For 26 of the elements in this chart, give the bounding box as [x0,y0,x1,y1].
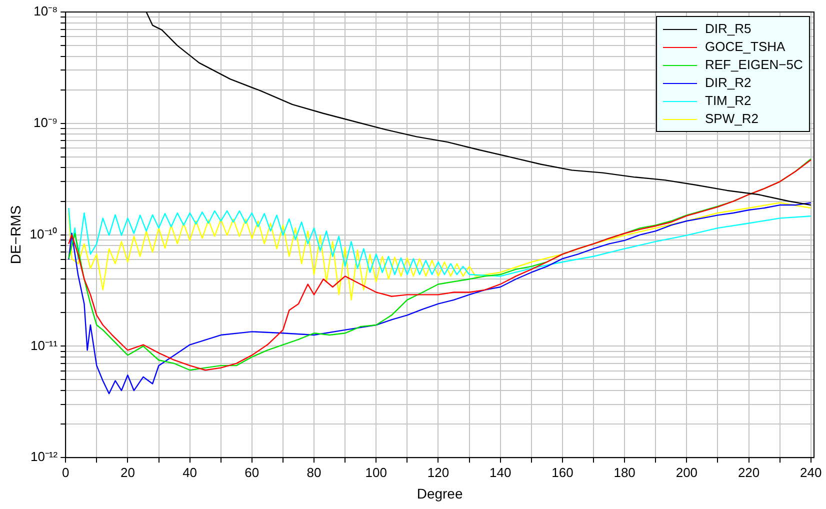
x-tick-label: 80 [306,464,322,480]
y-tick-label: 10⁻¹² [30,449,58,464]
y-tick-label: 10⁻¹¹ [30,338,58,353]
legend-label: DIR_R5 [705,20,752,38]
y-axis-title: DE−RMS [7,205,24,264]
y-tick-label: 10⁻⁹ [34,114,58,130]
x-tick-label: 180 [614,464,636,480]
x-axis-title: Degree [416,485,463,502]
x-tick-label: 140 [490,464,512,480]
x-tick-label: 240 [800,464,822,480]
x-tick-label: 0 [62,464,70,480]
y-tick-label: 10⁻⁸ [34,4,58,19]
y-tick-label: 10⁻¹⁰ [30,226,58,242]
x-tick-label: 220 [738,464,760,480]
legend-label: TIM_R2 [705,92,752,110]
x-tick-label: 100 [365,464,387,480]
x-tick-label: 60 [244,464,260,480]
x-tick-label: 160 [552,464,574,480]
legend-label: SPW_R2 [705,110,758,128]
x-tick-label: 40 [182,464,198,480]
x-tick-label: 120 [427,464,450,480]
legend-label: REF_EIGEN−5C [705,56,803,74]
x-tick-label: 200 [676,464,698,480]
legend-label: DIR_R2 [705,74,752,92]
x-tick-label: 20 [120,464,135,480]
legend-label: GOCE_TSHA [705,38,786,56]
